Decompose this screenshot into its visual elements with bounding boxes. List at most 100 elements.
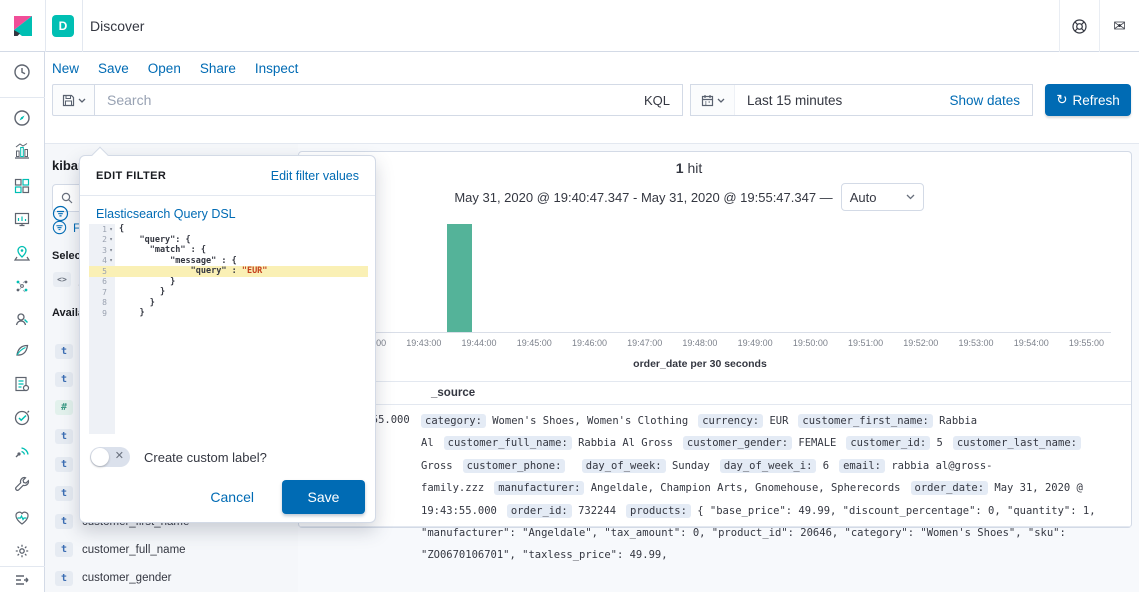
field-item[interactable]: t customer_full_name [55, 536, 295, 564]
code-line: 2 ▾ "query": { [102, 234, 191, 245]
kibana-logo-icon[interactable] [11, 14, 35, 38]
saved-query-button[interactable] [52, 84, 95, 116]
doc-field-pair: day_of_week_i: 6 [719, 458, 829, 473]
field-type-icon: t [55, 428, 73, 444]
filter-icon [52, 220, 67, 235]
refresh-button[interactable]: ↻ Refresh [1045, 84, 1131, 116]
metrics-icon[interactable] [12, 341, 32, 361]
doc-field-value: { "base_price": 49.99, "discount_percent… [421, 504, 1096, 562]
search-placeholder: Search [107, 92, 152, 108]
code-line: 3 ▾ "match" : { [102, 245, 206, 256]
save-button[interactable]: Save [282, 480, 365, 514]
custom-label-toggle[interactable]: ✕ [90, 447, 130, 467]
edit-filter-values-link[interactable]: Edit filter values [270, 168, 359, 183]
management-gear-icon[interactable] [12, 541, 32, 561]
doc-field-name: currency: [698, 414, 764, 428]
interval-select[interactable]: Auto [840, 183, 924, 211]
doc-field-name: customer_id: [846, 436, 931, 451]
recent-clock-icon[interactable] [12, 62, 32, 82]
doc-row-source[interactable]: category: Women's Shoes, Women's Clothin… [421, 410, 1117, 567]
kql-toggle[interactable]: KQL [643, 92, 670, 108]
header-divider [45, 0, 46, 52]
show-dates-link[interactable]: Show dates [949, 92, 1020, 108]
doc-field-value: 732244 [578, 504, 617, 517]
doc-field-value: Rabbia Al [421, 415, 978, 450]
graph-icon[interactable] [12, 309, 32, 329]
logs-icon[interactable] [12, 374, 32, 394]
x-axis-tick: 19:43:00 [406, 338, 442, 348]
code-line: 6 } [102, 276, 176, 287]
search-icon [61, 192, 73, 204]
field-item[interactable]: t customer_gender [55, 564, 295, 592]
maps-icon[interactable] [12, 243, 32, 263]
doc-field-name: products: [626, 503, 691, 518]
doc-field-name: order_date: [910, 481, 989, 496]
toolbar-link[interactable]: Save [98, 60, 129, 76]
doc-field-name: email: [839, 458, 885, 473]
doc-field-name: manufacturer: [494, 481, 585, 496]
x-axis-tick: 19:54:00 [1013, 338, 1049, 348]
popup-title: EDIT FILTER [96, 169, 167, 182]
visualize-icon[interactable] [12, 141, 32, 161]
dev-tools-wrench-icon[interactable] [12, 474, 32, 494]
mail-icon[interactable]: ✉ [1099, 0, 1139, 52]
doc-field-pair: currency: EUR [698, 414, 789, 428]
quick-select-button[interactable] [691, 85, 735, 115]
stack-monitoring-icon[interactable] [12, 508, 32, 528]
filter-icon[interactable] [52, 205, 69, 222]
uptime-icon[interactable] [12, 408, 32, 428]
doc-field-pair: email: rabbia al@gross-family.zzz [421, 458, 993, 495]
doc-field-value: FEMALE [798, 437, 837, 450]
doc-field-pair: category: Women's Shoes, Women's Clothin… [421, 414, 688, 428]
toolbar-link[interactable]: Open [147, 60, 181, 76]
apm-icon[interactable] [12, 441, 32, 461]
doc-field-name: customer_phone: [462, 458, 566, 473]
canvas-icon[interactable] [12, 209, 32, 229]
doc-field-name: day_of_week_i: [719, 458, 817, 473]
collapse-menu-icon[interactable] [12, 570, 32, 590]
doc-field-pair: day_of_week: Sunday [581, 458, 710, 473]
doc-table-header: Time _source [299, 381, 1131, 405]
fold-caret-icon[interactable]: ▾ [109, 236, 113, 244]
chevron-down-icon [906, 194, 915, 200]
toolbar-link[interactable]: Share [199, 60, 236, 76]
doc-field-value: Gross [421, 459, 453, 472]
code-line: 7 } [102, 287, 166, 298]
editor-gutter [89, 224, 115, 434]
page-title: Discover [90, 18, 145, 34]
code-line: 4 ▾ "message" : { [102, 255, 237, 266]
toolbar-link[interactable]: Inspect [254, 60, 299, 76]
query-dsl-editor[interactable]: 1 ▾ { 2 ▾ "query": { 3 ▾ "match" : { [89, 224, 368, 434]
fold-caret-icon[interactable]: ▾ [109, 246, 113, 254]
doc-field-pair: order_id: 732244 [506, 503, 617, 518]
doc-field-value: EUR [769, 415, 789, 427]
custom-label-row: ✕ Create custom label? [90, 447, 267, 467]
field-type-icon: t [55, 457, 73, 473]
doc-field-value: rabbia al@gross-family.zzz [421, 459, 993, 495]
x-axis-tick: 19:50:00 [792, 338, 828, 348]
doc-field-value: Sunday [671, 459, 710, 472]
search-input[interactable]: Search KQL [94, 84, 683, 116]
cancel-button[interactable]: Cancel [210, 489, 254, 505]
toolbar-link[interactable]: New [52, 60, 80, 76]
doc-field-name: customer_last_name: [952, 436, 1081, 451]
query-dsl-link[interactable]: Elasticsearch Query DSL [96, 207, 236, 221]
top-header: D Discover ✉ [0, 0, 1139, 52]
time-range-value[interactable]: Last 15 minutes [747, 92, 843, 108]
doc-field-pair: manufacturer: Angeldale, Champion Arts, … [494, 481, 901, 496]
results-panel: 1 hit May 31, 2020 @ 19:40:47.347 - May … [239, 151, 1132, 561]
x-axis-tick: 19:55:00 [1068, 338, 1104, 348]
discover-compass-icon[interactable] [12, 108, 32, 128]
field-type-icon: t [55, 372, 73, 388]
field-type-icon: t [55, 485, 73, 501]
fold-caret-icon[interactable]: ▾ [109, 225, 113, 233]
histogram-bar[interactable] [447, 224, 472, 332]
help-icon[interactable] [1059, 0, 1099, 52]
machine-learning-icon[interactable] [12, 276, 32, 296]
doc-field-pair: customer_phone: [462, 458, 572, 473]
chevron-down-icon [717, 98, 724, 103]
code-line: 1 ▾ { [102, 224, 125, 235]
doc-field-pair: order_date: May 31, 2020 @ 19:43:55.000 [421, 481, 1083, 517]
fold-caret-icon[interactable]: ▾ [109, 257, 113, 265]
dashboard-icon[interactable] [12, 176, 32, 196]
